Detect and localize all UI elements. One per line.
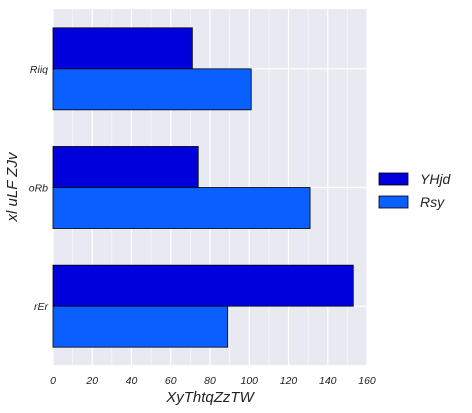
y-tick-label: rEr	[34, 301, 49, 313]
x-tick-label: 120	[280, 375, 298, 387]
bar-YHjd-rEr	[52, 264, 354, 307]
bar-YHjd-Riiq	[52, 27, 193, 70]
legend-swatch-YHjd	[378, 172, 409, 186]
bar-YHjd-oRb	[52, 146, 199, 188]
y-tick-label: oRb	[29, 183, 48, 195]
legend-label-Rsy: Rsy	[420, 194, 445, 210]
legend: YHjd Rsy	[378, 171, 452, 210]
x-tick-label: 0	[50, 375, 56, 387]
x-tick-label: 20	[85, 375, 98, 387]
legend-label-YHjd: YHjd	[420, 171, 452, 187]
bar-Rsy-Riiq	[52, 68, 252, 111]
bars	[52, 27, 354, 348]
x-tick-label: 160	[358, 375, 376, 387]
y-axis-ticks: Riiq oRb rEr	[29, 64, 49, 313]
bar-Rsy-rEr	[52, 305, 229, 348]
x-axis-label: XyThtqZzTW	[165, 389, 255, 406]
x-tick-label: 40	[126, 375, 138, 387]
x-tick-label: 60	[165, 375, 177, 387]
legend-swatch-Rsy	[378, 195, 409, 209]
x-axis-ticks: 0 20 40 60 80 100 120 140 160	[50, 375, 376, 387]
x-tick-label: 80	[204, 375, 216, 387]
y-axis-label: xl uLF ZJv	[4, 151, 21, 222]
bar-Rsy-oRb	[52, 187, 311, 229]
y-tick-label: Riiq	[30, 64, 48, 76]
x-tick-label: 100	[240, 375, 258, 387]
x-tick-label: 140	[319, 375, 337, 387]
